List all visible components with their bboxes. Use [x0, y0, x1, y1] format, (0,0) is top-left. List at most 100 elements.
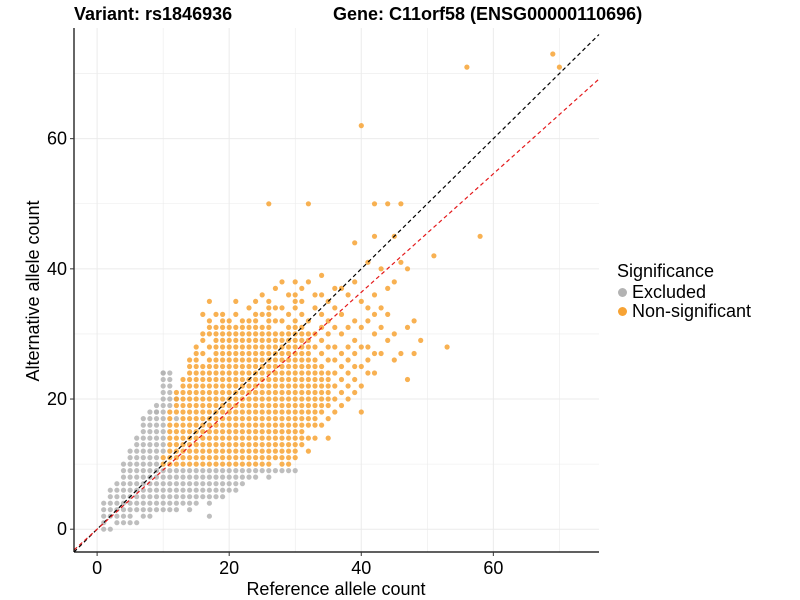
data-point-non-significant — [352, 240, 358, 246]
data-point-non-significant — [292, 429, 298, 435]
data-point-non-significant — [167, 435, 173, 441]
data-point-non-significant — [239, 344, 245, 350]
data-point-excluded — [153, 402, 160, 409]
data-point-non-significant — [286, 396, 292, 402]
data-point-non-significant — [292, 370, 298, 376]
data-point-non-significant — [206, 448, 212, 454]
data-point-excluded — [239, 474, 245, 480]
data-point-excluded — [206, 474, 212, 480]
data-point-non-significant — [286, 455, 292, 461]
data-point-non-significant — [206, 376, 212, 383]
data-point-non-significant — [286, 376, 292, 383]
data-point-non-significant — [213, 422, 219, 428]
data-point-excluded — [160, 416, 166, 422]
data-point-non-significant — [319, 272, 325, 278]
data-point-excluded — [167, 474, 173, 480]
data-point-non-significant — [187, 409, 193, 415]
data-point-non-significant — [226, 383, 232, 389]
data-point-excluded — [140, 455, 146, 461]
data-point-non-significant — [173, 461, 179, 467]
data-point-non-significant — [272, 344, 278, 350]
data-point-non-significant — [246, 370, 252, 376]
data-point-non-significant — [233, 344, 239, 350]
data-point-non-significant — [220, 337, 226, 343]
data-point-excluded — [153, 435, 160, 441]
data-point-excluded — [147, 513, 153, 519]
data-point-non-significant — [365, 318, 371, 324]
data-point-non-significant — [259, 402, 265, 409]
data-point-non-significant — [259, 461, 265, 467]
data-point-excluded — [147, 435, 153, 441]
data-point-non-significant — [319, 422, 325, 428]
legend: Significance Excluded Non-significant — [617, 261, 751, 321]
data-point-non-significant — [193, 422, 199, 428]
data-point-excluded — [140, 416, 146, 422]
data-point-non-significant — [266, 363, 272, 370]
data-point-non-significant — [187, 376, 193, 383]
data-point-non-significant — [233, 442, 239, 448]
data-point-non-significant — [213, 455, 219, 461]
data-point-non-significant — [246, 324, 252, 330]
data-point-excluded — [173, 416, 179, 422]
data-point-non-significant — [187, 357, 193, 363]
data-point-non-significant — [365, 357, 371, 363]
data-point-excluded — [220, 474, 226, 480]
data-point-non-significant — [226, 422, 232, 428]
data-point-excluded — [140, 507, 146, 513]
data-point-excluded — [206, 494, 212, 500]
data-point-non-significant — [319, 292, 325, 298]
data-point-non-significant — [272, 416, 278, 422]
data-point-non-significant — [233, 448, 239, 454]
data-point-non-significant — [200, 337, 206, 343]
data-point-excluded — [140, 422, 146, 428]
data-point-non-significant — [259, 389, 265, 396]
data-point-non-significant — [233, 363, 239, 370]
data-point-non-significant — [279, 279, 285, 285]
data-point-excluded — [153, 416, 160, 422]
data-point-non-significant — [266, 383, 272, 389]
data-point-non-significant — [266, 402, 272, 409]
data-point-non-significant — [193, 350, 199, 357]
data-point-non-significant — [312, 435, 318, 441]
data-point-excluded — [173, 474, 179, 480]
data-point-excluded — [246, 468, 252, 474]
data-point-non-significant — [266, 337, 272, 343]
data-point-non-significant — [220, 376, 226, 383]
data-point-excluded — [153, 442, 160, 448]
data-point-non-significant — [292, 324, 298, 330]
data-point-excluded — [127, 461, 133, 467]
data-point-excluded — [160, 500, 166, 506]
data-point-non-significant — [266, 350, 272, 357]
data-point-non-significant — [220, 370, 226, 376]
data-point-non-significant — [213, 435, 219, 441]
data-point-non-significant — [220, 396, 226, 402]
data-point-non-significant — [279, 402, 285, 409]
data-point-non-significant — [299, 370, 305, 376]
data-point-non-significant — [292, 409, 298, 415]
data-point-non-significant — [305, 376, 311, 383]
data-point-non-significant — [266, 344, 272, 350]
data-point-excluded — [160, 402, 166, 409]
data-point-non-significant — [253, 344, 259, 350]
data-point-excluded — [140, 468, 146, 474]
data-point-excluded — [114, 500, 120, 506]
data-point-excluded — [200, 481, 206, 487]
data-point-non-significant — [200, 389, 206, 396]
data-point-excluded — [127, 507, 133, 513]
data-point-non-significant — [253, 357, 259, 363]
data-point-non-significant — [305, 448, 311, 454]
data-point-non-significant — [259, 337, 265, 343]
data-point-excluded — [140, 500, 146, 506]
data-point-non-significant — [253, 448, 259, 454]
data-point-non-significant — [239, 402, 245, 409]
data-point-non-significant — [299, 435, 305, 441]
data-point-non-significant — [206, 331, 212, 337]
data-point-non-significant — [556, 64, 563, 70]
data-point-non-significant — [325, 383, 331, 389]
data-point-non-significant — [253, 396, 259, 402]
data-point-non-significant — [193, 455, 199, 461]
data-point-non-significant — [239, 455, 245, 461]
data-point-non-significant — [253, 350, 259, 357]
data-point-excluded — [167, 500, 173, 506]
data-point-non-significant — [286, 435, 292, 441]
